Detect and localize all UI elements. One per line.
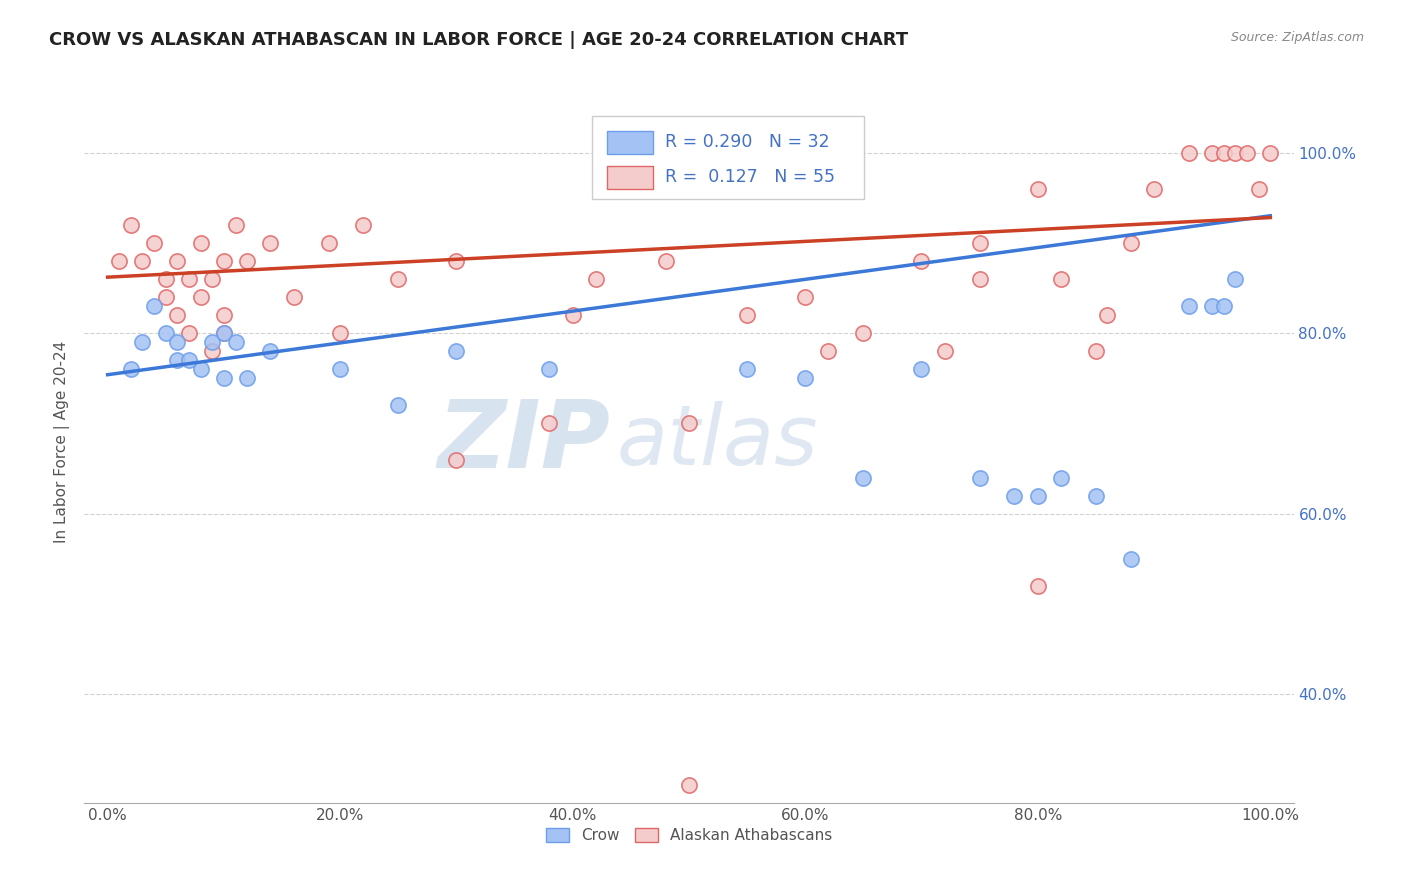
Point [1026, 182, 1049, 196]
Point [538, 417, 561, 431]
Point [1050, 471, 1073, 485]
Point [1026, 489, 1049, 503]
Point [1143, 182, 1166, 196]
Text: Source: ZipAtlas.com: Source: ZipAtlas.com [1230, 31, 1364, 45]
Bar [607, 166, 652, 189]
Point [969, 235, 991, 250]
Point [735, 308, 758, 322]
Point [1236, 145, 1258, 160]
Text: ZIP: ZIP [437, 395, 610, 488]
Point [910, 362, 932, 376]
Point [1247, 182, 1270, 196]
Point [1258, 145, 1281, 160]
Point [1225, 272, 1247, 286]
Point [1097, 308, 1119, 322]
Point [1050, 272, 1073, 286]
Y-axis label: In Labor Force | Age 20-24: In Labor Force | Age 20-24 [55, 341, 70, 542]
Point [446, 344, 468, 359]
Point [166, 335, 188, 350]
Text: atlas: atlas [616, 401, 818, 482]
Text: R =  0.127   N = 55: R = 0.127 N = 55 [665, 168, 835, 186]
Point [1212, 299, 1234, 313]
Point [212, 371, 235, 385]
Point [155, 272, 177, 286]
Point [969, 471, 991, 485]
Point [1201, 299, 1223, 313]
Point [969, 272, 991, 286]
Point [910, 254, 932, 268]
Point [1084, 344, 1107, 359]
Point [177, 353, 200, 368]
Point [794, 371, 817, 385]
Point [212, 308, 235, 322]
Text: CROW VS ALASKAN ATHABASCAN IN LABOR FORCE | AGE 20-24 CORRELATION CHART: CROW VS ALASKAN ATHABASCAN IN LABOR FORC… [49, 31, 908, 49]
Point [1178, 299, 1201, 313]
Point [817, 344, 839, 359]
Point [585, 272, 607, 286]
Point [201, 335, 224, 350]
Point [225, 335, 247, 350]
Point [654, 254, 676, 268]
Point [283, 290, 305, 304]
Point [212, 326, 235, 341]
Point [201, 344, 224, 359]
Point [934, 344, 956, 359]
Point [329, 362, 352, 376]
Point [1119, 552, 1142, 566]
Point [155, 326, 177, 341]
Point [1178, 145, 1201, 160]
Point [318, 235, 340, 250]
Point [166, 254, 188, 268]
Point [329, 326, 352, 341]
Point [259, 344, 281, 359]
Text: R = 0.290   N = 32: R = 0.290 N = 32 [665, 134, 830, 152]
Point [794, 290, 817, 304]
Point [190, 362, 212, 376]
FancyBboxPatch shape [592, 117, 865, 200]
Point [143, 235, 166, 250]
Bar [607, 131, 652, 154]
Point [177, 272, 200, 286]
Point [236, 254, 259, 268]
Point [177, 326, 200, 341]
Point [131, 335, 153, 350]
Point [166, 353, 188, 368]
Point [446, 254, 468, 268]
Point [387, 272, 409, 286]
Point [131, 254, 153, 268]
Point [446, 452, 468, 467]
Legend: Crow, Alaskan Athabascans: Crow, Alaskan Athabascans [540, 822, 838, 849]
Point [735, 362, 758, 376]
Point [190, 290, 212, 304]
Point [678, 417, 700, 431]
Point [143, 299, 166, 313]
Point [259, 235, 281, 250]
Point [1004, 489, 1026, 503]
Point [190, 235, 212, 250]
Point [852, 471, 875, 485]
Point [236, 371, 259, 385]
Point [120, 362, 142, 376]
Point [1201, 145, 1223, 160]
Point [387, 398, 409, 412]
Point [212, 326, 235, 341]
Point [1225, 145, 1247, 160]
Point [852, 326, 875, 341]
Point [561, 308, 583, 322]
Point [538, 362, 561, 376]
Point [225, 218, 247, 232]
Point [1026, 579, 1049, 593]
Point [201, 272, 224, 286]
Point [120, 218, 142, 232]
Point [1212, 145, 1234, 160]
Point [1119, 235, 1142, 250]
Point [166, 308, 188, 322]
Point [212, 254, 235, 268]
Point [108, 254, 131, 268]
Point [155, 290, 177, 304]
Point [678, 778, 700, 792]
Point [1084, 489, 1107, 503]
Point [352, 218, 374, 232]
